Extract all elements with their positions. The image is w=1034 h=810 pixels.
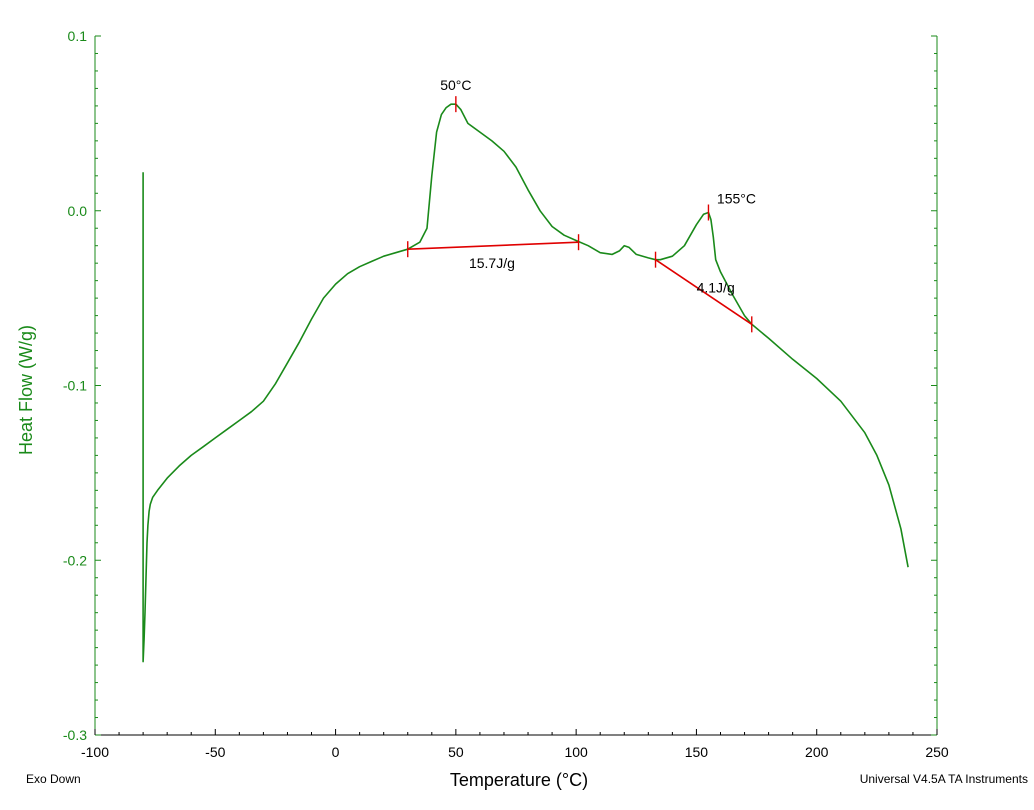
x-tick-label: 250: [925, 744, 949, 760]
y-tick-label: -0.2: [63, 552, 87, 568]
y-tick-label: -0.1: [63, 378, 87, 394]
y-tick-label: -0.3: [63, 727, 87, 743]
y-axis-ticks: 0.1 0.0 -0.1 -0.2 -0.3: [63, 28, 937, 743]
x-tick-label: 200: [805, 744, 829, 760]
heat-flow-curve: [142, 103, 909, 663]
peak-markers: 50°C 155°C: [440, 77, 756, 221]
x-tick-label: 0: [332, 744, 340, 760]
enthalpy-label: 4.1J/g: [697, 280, 735, 296]
peak-label: 50°C: [440, 77, 471, 93]
footer-left-label: Exo Down: [26, 772, 81, 786]
heat-flow-series: [142, 103, 909, 663]
integration-baseline: [655, 259, 753, 326]
x-tick-label: 50: [448, 744, 464, 760]
y-axis-title: Heat Flow (W/g): [16, 325, 36, 455]
x-tick-label: 150: [685, 744, 709, 760]
x-axis-ticks: -100 -50 0 50 100 150 200 250: [81, 729, 949, 760]
enthalpy-label: 15.7J/g: [469, 255, 515, 271]
x-tick-label: -100: [81, 744, 109, 760]
x-tick-label: 100: [564, 744, 588, 760]
y-tick-label: 0.1: [68, 28, 88, 44]
plot-frame: [94, 36, 938, 736]
integration-baseline: [407, 241, 579, 250]
peak-label: 155°C: [717, 190, 756, 206]
y-tick-label: 0.0: [68, 203, 88, 219]
x-axis-title: Temperature (°C): [450, 770, 588, 790]
x-tick-label: -50: [205, 744, 225, 760]
footer-right-label: Universal V4.5A TA Instruments: [860, 772, 1028, 786]
integration-baselines: 15.7J/g 4.1J/g: [407, 234, 753, 333]
